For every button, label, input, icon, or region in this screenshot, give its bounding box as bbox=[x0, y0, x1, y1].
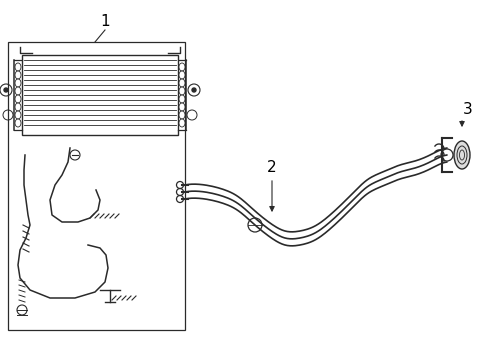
Circle shape bbox=[192, 88, 196, 92]
Ellipse shape bbox=[179, 95, 184, 103]
Ellipse shape bbox=[179, 63, 184, 71]
Ellipse shape bbox=[15, 71, 21, 79]
Ellipse shape bbox=[453, 141, 469, 169]
Ellipse shape bbox=[15, 111, 21, 119]
Ellipse shape bbox=[15, 119, 21, 127]
Ellipse shape bbox=[179, 87, 184, 95]
Ellipse shape bbox=[179, 71, 184, 79]
Ellipse shape bbox=[15, 95, 21, 103]
Ellipse shape bbox=[179, 79, 184, 87]
Ellipse shape bbox=[15, 87, 21, 95]
Bar bbox=[8, 42, 184, 330]
Ellipse shape bbox=[15, 63, 21, 71]
Bar bbox=[22, 55, 178, 135]
Text: 3: 3 bbox=[462, 103, 472, 117]
Text: 2: 2 bbox=[266, 161, 276, 175]
Circle shape bbox=[4, 88, 8, 92]
Ellipse shape bbox=[15, 79, 21, 87]
Ellipse shape bbox=[179, 103, 184, 111]
Ellipse shape bbox=[179, 111, 184, 119]
Ellipse shape bbox=[15, 103, 21, 111]
Text: 1: 1 bbox=[100, 14, 110, 30]
Ellipse shape bbox=[179, 119, 184, 127]
